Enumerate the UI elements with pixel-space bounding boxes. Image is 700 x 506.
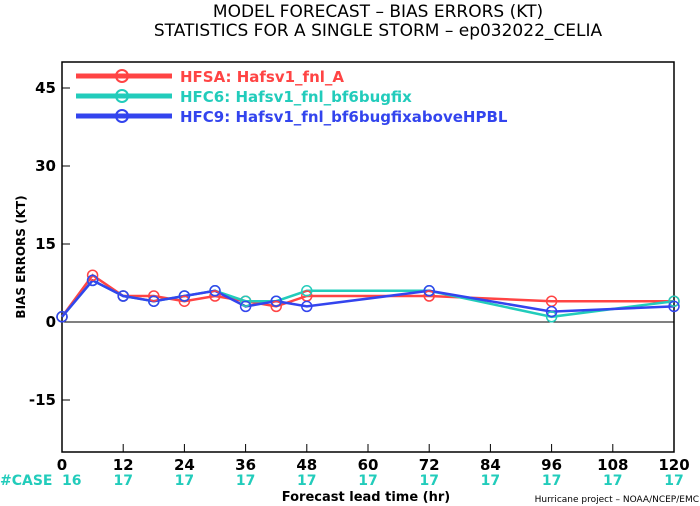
series-point (301, 285, 313, 297)
series-point (209, 290, 221, 302)
series-point (86, 274, 99, 287)
x-tick-label: 72 (419, 456, 440, 474)
legend-marker (115, 109, 129, 123)
y-axis-label: BIAS ERRORS (KT) (14, 195, 28, 318)
y-tick-label: 15 (35, 235, 56, 253)
series-group (56, 269, 680, 323)
legend: HFSA: Hafsv1_fnl_A HFC6: Hafsv1_fnl_bf6bu… (76, 68, 508, 126)
x-tick-label: 108 (597, 456, 628, 474)
series-point (668, 300, 680, 313)
series-point (56, 311, 68, 323)
x-tick-label: 12 (113, 456, 134, 474)
case-count: 17 (236, 473, 255, 489)
series-point (148, 295, 160, 307)
legend-marker (115, 69, 129, 83)
case-count: 17 (664, 473, 683, 489)
case-count: 17 (603, 473, 622, 489)
case-count: 17 (358, 473, 377, 489)
case-count: 17 (481, 473, 500, 489)
legend-label: HFC6: Hafsv1_fnl_bf6bugfix (180, 88, 412, 106)
series-point (86, 269, 99, 281)
x-tick-label: 60 (358, 456, 379, 474)
case-count: 16 (62, 473, 81, 489)
series-point (209, 285, 221, 297)
legend-label: HFSA: Hafsv1_fnl_A (180, 68, 344, 86)
x-tick-label: 120 (658, 456, 689, 474)
case-count: 17 (175, 473, 194, 489)
legend-label: HFC9: Hafsv1_fnl_bf6bugfixaboveHPBL (180, 108, 508, 126)
y-tick-label: -15 (29, 391, 56, 409)
x-tick-label: 48 (296, 456, 317, 474)
case-count-row: #CASE 16 17 17 17 17 17 17 17 17 17 17 (0, 473, 684, 489)
x-tick-label: 36 (235, 456, 256, 474)
series-point (239, 300, 252, 313)
x-tick-label: 24 (174, 456, 195, 474)
series-point (178, 295, 191, 307)
credit-text: Hurricane project – NOAA/NCEP/EMC (535, 495, 699, 505)
y-tick-label: 30 (35, 157, 56, 175)
series-point (117, 290, 129, 302)
series-point (423, 290, 435, 302)
case-count: 17 (113, 473, 132, 489)
series-line (61, 278, 675, 318)
series-point (270, 300, 282, 313)
y-tick-label: 0 (46, 313, 56, 331)
case-count: 17 (542, 473, 561, 489)
case-count: 17 (297, 473, 316, 489)
case-count: 17 (419, 473, 438, 489)
series-point (545, 305, 558, 318)
series-point (301, 300, 313, 313)
x-axis-ticks: 0 12 24 36 48 60 72 84 96 108 120 (57, 444, 690, 474)
series-point (178, 290, 191, 302)
series-point (148, 290, 160, 302)
series-point (545, 311, 558, 323)
case-label: #CASE (0, 473, 53, 489)
x-tick-label: 96 (541, 456, 562, 474)
legend-marker (115, 89, 129, 103)
series-point (270, 295, 282, 307)
series-point (423, 285, 435, 297)
x-tick-label: 0 (57, 456, 67, 474)
series-point (239, 295, 252, 307)
chart-subtitle: STATISTICS FOR A SINGLE STORM – ep032022… (154, 21, 603, 41)
x-tick-label: 84 (480, 456, 501, 474)
y-axis-ticks: -15 0 15 30 45 (29, 79, 70, 409)
chart-title: MODEL FORECAST – BIAS ERRORS (KT) (213, 2, 543, 22)
y-tick-label: 45 (35, 79, 56, 97)
series-point (668, 295, 680, 307)
x-axis-label: Forecast lead time (hr) (282, 490, 450, 505)
